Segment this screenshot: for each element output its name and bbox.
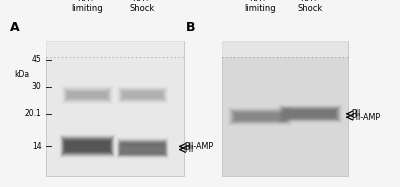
FancyBboxPatch shape (119, 140, 166, 156)
FancyBboxPatch shape (229, 108, 291, 125)
Bar (222, 41, 348, 57)
FancyBboxPatch shape (65, 90, 110, 100)
FancyBboxPatch shape (67, 91, 108, 99)
FancyBboxPatch shape (232, 111, 288, 123)
Text: kDa: kDa (14, 70, 30, 79)
Text: PII-AMP: PII-AMP (184, 142, 213, 151)
FancyBboxPatch shape (66, 142, 109, 151)
FancyBboxPatch shape (234, 112, 286, 121)
Text: 45: 45 (32, 56, 42, 65)
Text: 20.1: 20.1 (25, 109, 42, 118)
FancyBboxPatch shape (281, 107, 339, 121)
Bar (46, 41, 184, 176)
FancyBboxPatch shape (123, 145, 162, 151)
FancyBboxPatch shape (120, 145, 165, 154)
FancyBboxPatch shape (66, 91, 109, 99)
FancyBboxPatch shape (232, 111, 287, 122)
FancyBboxPatch shape (119, 88, 166, 102)
FancyBboxPatch shape (117, 138, 168, 159)
Text: PII-AMP: PII-AMP (351, 113, 380, 122)
Bar (46, 41, 184, 57)
FancyBboxPatch shape (234, 113, 285, 120)
FancyBboxPatch shape (118, 87, 167, 103)
FancyBboxPatch shape (68, 92, 107, 98)
FancyBboxPatch shape (284, 109, 336, 118)
FancyBboxPatch shape (280, 106, 340, 122)
Text: NH₄⁺
limiting: NH₄⁺ limiting (244, 0, 276, 13)
FancyBboxPatch shape (60, 134, 115, 158)
Text: NH₄⁺
Shock: NH₄⁺ Shock (298, 0, 323, 13)
FancyBboxPatch shape (120, 141, 166, 155)
FancyBboxPatch shape (123, 147, 162, 152)
Text: PII: PII (184, 145, 193, 154)
Text: 14: 14 (32, 142, 42, 151)
FancyBboxPatch shape (283, 108, 338, 119)
FancyBboxPatch shape (119, 144, 166, 155)
FancyBboxPatch shape (118, 143, 168, 156)
FancyBboxPatch shape (64, 89, 110, 101)
FancyBboxPatch shape (118, 144, 167, 155)
FancyBboxPatch shape (65, 141, 110, 152)
FancyBboxPatch shape (62, 138, 113, 155)
FancyBboxPatch shape (278, 105, 342, 123)
FancyBboxPatch shape (61, 137, 114, 156)
FancyBboxPatch shape (230, 109, 290, 124)
FancyBboxPatch shape (279, 105, 341, 122)
FancyBboxPatch shape (64, 88, 111, 102)
FancyBboxPatch shape (122, 144, 163, 152)
Text: B: B (186, 21, 196, 34)
FancyBboxPatch shape (118, 140, 167, 157)
FancyBboxPatch shape (63, 139, 112, 154)
FancyBboxPatch shape (121, 143, 164, 153)
FancyBboxPatch shape (62, 86, 112, 104)
FancyBboxPatch shape (118, 139, 168, 158)
FancyBboxPatch shape (122, 91, 163, 99)
FancyBboxPatch shape (121, 91, 164, 99)
FancyBboxPatch shape (236, 114, 284, 119)
FancyBboxPatch shape (120, 90, 165, 100)
Text: 30: 30 (32, 82, 42, 91)
FancyBboxPatch shape (120, 89, 166, 101)
FancyBboxPatch shape (122, 147, 163, 152)
FancyBboxPatch shape (231, 110, 289, 123)
FancyBboxPatch shape (286, 111, 334, 117)
FancyBboxPatch shape (60, 136, 114, 157)
Text: NH₄⁺
limiting: NH₄⁺ limiting (72, 0, 103, 13)
FancyBboxPatch shape (63, 87, 112, 103)
FancyBboxPatch shape (64, 140, 111, 153)
Text: PII: PII (351, 109, 361, 118)
FancyBboxPatch shape (123, 92, 162, 98)
Text: A: A (10, 21, 20, 34)
FancyBboxPatch shape (285, 110, 336, 118)
FancyBboxPatch shape (120, 145, 166, 154)
Text: NH₄⁺
Shock: NH₄⁺ Shock (130, 0, 155, 13)
FancyBboxPatch shape (121, 146, 164, 153)
FancyBboxPatch shape (66, 143, 108, 150)
Bar (222, 41, 348, 176)
FancyBboxPatch shape (120, 142, 165, 154)
FancyBboxPatch shape (118, 86, 168, 104)
FancyBboxPatch shape (282, 108, 338, 120)
